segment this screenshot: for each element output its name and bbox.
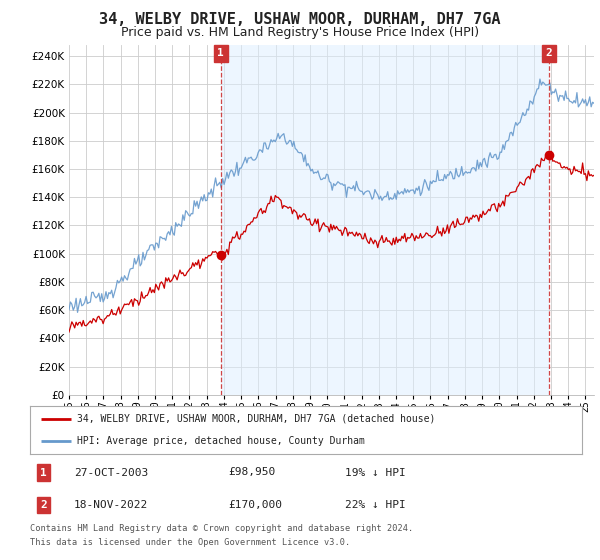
Text: 2: 2 <box>40 500 47 510</box>
Text: 22% ↓ HPI: 22% ↓ HPI <box>344 500 406 510</box>
Text: 2: 2 <box>545 48 552 58</box>
Text: 1: 1 <box>40 468 47 478</box>
Text: 1: 1 <box>217 48 224 58</box>
Text: £170,000: £170,000 <box>229 500 283 510</box>
Text: 34, WELBY DRIVE, USHAW MOOR, DURHAM, DH7 7GA: 34, WELBY DRIVE, USHAW MOOR, DURHAM, DH7… <box>99 12 501 27</box>
Text: Contains HM Land Registry data © Crown copyright and database right 2024.: Contains HM Land Registry data © Crown c… <box>30 524 413 533</box>
Text: £98,950: £98,950 <box>229 468 276 478</box>
Text: 27-OCT-2003: 27-OCT-2003 <box>74 468 148 478</box>
Text: 19% ↓ HPI: 19% ↓ HPI <box>344 468 406 478</box>
Text: HPI: Average price, detached house, County Durham: HPI: Average price, detached house, Coun… <box>77 436 365 446</box>
Text: This data is licensed under the Open Government Licence v3.0.: This data is licensed under the Open Gov… <box>30 538 350 547</box>
Text: 18-NOV-2022: 18-NOV-2022 <box>74 500 148 510</box>
Text: 34, WELBY DRIVE, USHAW MOOR, DURHAM, DH7 7GA (detached house): 34, WELBY DRIVE, USHAW MOOR, DURHAM, DH7… <box>77 414 435 424</box>
Bar <box>221 45 549 395</box>
Text: Price paid vs. HM Land Registry's House Price Index (HPI): Price paid vs. HM Land Registry's House … <box>121 26 479 39</box>
